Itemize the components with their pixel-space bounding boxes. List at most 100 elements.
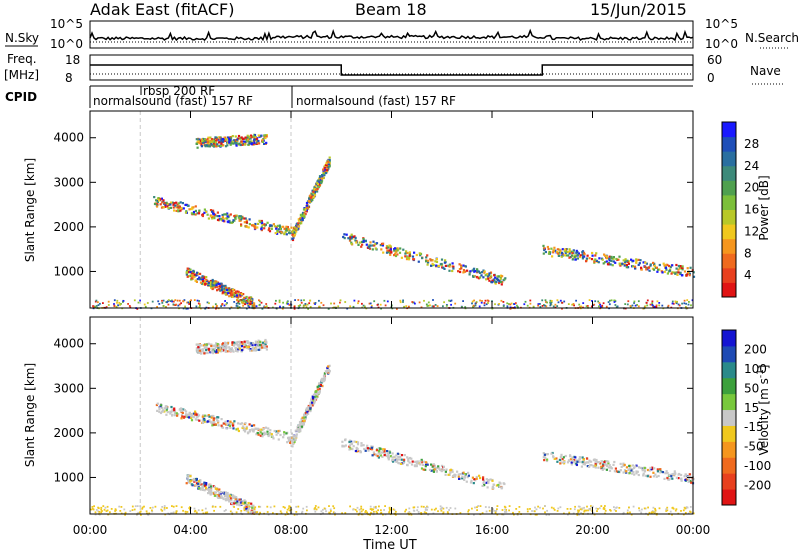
echo-cell — [356, 441, 360, 444]
echo-cell — [619, 462, 622, 465]
echo-cell — [203, 417, 206, 420]
echo-cell — [347, 237, 350, 240]
echo-cell — [422, 460, 425, 463]
echo-cell — [424, 468, 427, 471]
echo-cell — [609, 263, 612, 266]
echo-cell — [192, 206, 195, 209]
echo-cell — [484, 274, 487, 277]
echo-cell — [224, 350, 227, 353]
echo-cell — [593, 458, 596, 461]
echo-cell — [576, 251, 579, 254]
echo-cell — [662, 262, 665, 265]
echo-cell — [309, 409, 312, 412]
colorbar-tick-label: 24 — [744, 159, 759, 173]
echo-cell — [199, 281, 203, 284]
echo-cell — [330, 510, 332, 512]
echo-cell — [268, 227, 271, 230]
echo-cell — [422, 468, 425, 471]
echo-cell — [267, 228, 270, 232]
echo-cell — [287, 507, 290, 510]
echo-cell — [325, 171, 328, 175]
echo-cell — [300, 419, 303, 422]
echo-cell — [161, 406, 164, 410]
echo-cell — [469, 270, 472, 273]
echo-cell — [332, 511, 335, 514]
echo-cell — [433, 468, 436, 471]
echo-cell — [663, 270, 666, 273]
echo-cell — [201, 509, 204, 512]
echo-cell — [182, 408, 185, 411]
echo-cell — [599, 305, 602, 308]
echo-cell — [412, 506, 415, 509]
echo-cell — [681, 265, 684, 268]
echo-cell — [655, 266, 658, 269]
echo-cell — [286, 441, 289, 444]
echo-cell — [481, 512, 484, 514]
echo-cell — [505, 509, 507, 511]
echo-cell — [642, 307, 645, 310]
echo-cell — [407, 459, 410, 462]
echo-cell — [543, 304, 545, 306]
echo-cell — [243, 300, 245, 302]
echo-cell — [218, 345, 221, 349]
echo-cell — [688, 478, 691, 481]
echo-cell — [411, 301, 414, 303]
echo-cell — [203, 141, 206, 144]
echo-cell — [672, 472, 675, 475]
echo-cell — [315, 393, 319, 396]
echo-cell — [367, 449, 370, 452]
echo-cell — [326, 370, 329, 373]
echo-cell — [388, 450, 391, 453]
echo-cell — [243, 340, 246, 343]
echo-cell — [639, 466, 642, 469]
echo-cell — [248, 306, 251, 309]
echo-cell — [442, 507, 445, 510]
echo-cell — [571, 252, 574, 255]
echo-cell — [645, 262, 648, 265]
echo-cell — [442, 305, 444, 308]
echo-cell — [601, 460, 604, 463]
echo-cell — [489, 271, 493, 274]
echo-cell — [632, 471, 635, 474]
echo-cell — [396, 249, 399, 252]
echo-cell — [473, 299, 475, 302]
echo-cell — [226, 423, 229, 426]
echo-cell — [486, 486, 489, 489]
echo-cell — [485, 510, 488, 513]
echo-cell — [164, 306, 167, 308]
echo-cell — [257, 134, 260, 137]
echo-cell — [224, 138, 227, 141]
echo-cell — [652, 306, 655, 308]
echo-cell — [276, 224, 279, 227]
colorbar-swatch — [722, 151, 736, 167]
echo-cell — [322, 508, 324, 511]
echo-cell — [658, 304, 661, 307]
echo-cell — [171, 505, 173, 507]
echo-cell — [253, 424, 256, 427]
echo-cell — [189, 480, 192, 483]
echo-cell — [586, 305, 589, 307]
echo-cell — [356, 506, 359, 509]
echo-cell — [405, 258, 409, 261]
echo-cell — [344, 301, 347, 303]
echo-cell — [198, 349, 201, 352]
echo-cell — [658, 263, 661, 267]
echo-cell — [586, 254, 589, 257]
y-tick-label: 4000 — [53, 337, 84, 351]
echo-cell — [579, 306, 581, 308]
echo-cell — [411, 255, 415, 258]
echo-cell — [195, 271, 199, 274]
echo-cell — [306, 408, 309, 411]
echo-cell — [565, 250, 568, 253]
echo-cell — [435, 470, 438, 473]
echo-cell — [407, 457, 410, 460]
freq-right-tick-bottom: 0 — [707, 71, 715, 85]
echo-cell — [240, 140, 243, 143]
echo-cell — [210, 286, 213, 289]
echo-cell — [500, 283, 503, 286]
echo-cell — [546, 453, 549, 456]
echo-cell — [344, 444, 347, 447]
echo-cell — [306, 206, 309, 209]
echo-cell — [229, 143, 232, 146]
echo-cell — [308, 196, 311, 199]
